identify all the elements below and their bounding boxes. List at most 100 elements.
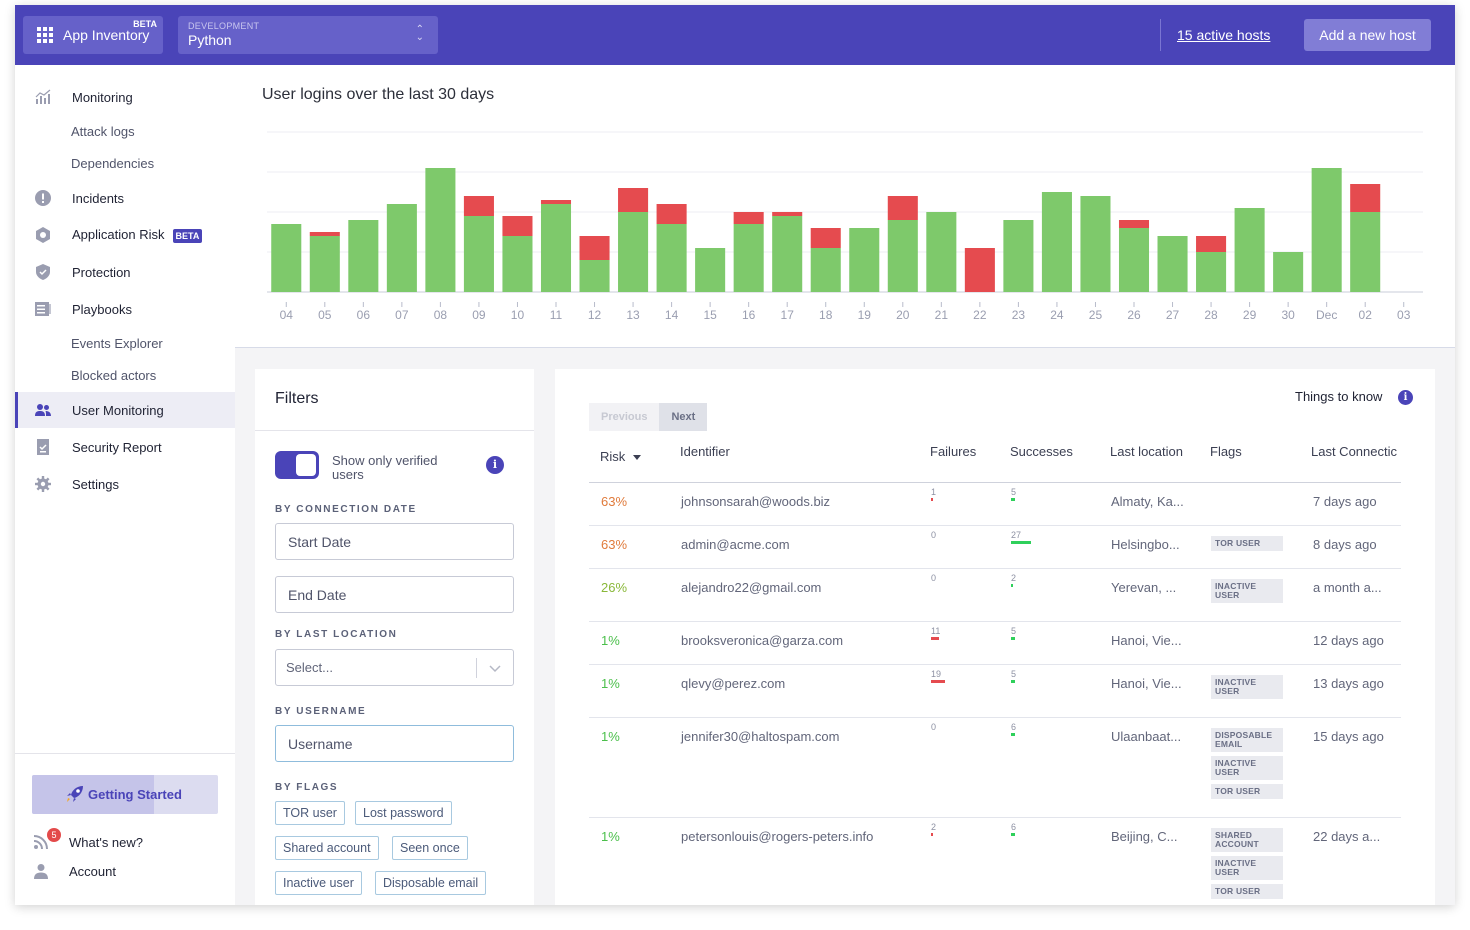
users-icon xyxy=(35,404,51,416)
column-header-identifier[interactable]: Identifier xyxy=(680,444,730,459)
table-row[interactable]: 1% petersonlouis@rogers-peters.info 2 6 Beij… xyxy=(589,818,1401,905)
bar-success[interactable] xyxy=(1273,252,1304,292)
info-icon[interactable]: i xyxy=(486,456,504,474)
bar-success[interactable] xyxy=(425,168,456,292)
sidebar-item-blocked-actors[interactable]: Blocked actors xyxy=(71,368,157,383)
account-link[interactable]: Account xyxy=(33,863,116,879)
bar-failure[interactable] xyxy=(618,188,649,212)
user-identifier[interactable]: petersonlouis@rogers-peters.info xyxy=(681,829,874,844)
bar-failure[interactable] xyxy=(733,212,764,224)
column-header-successes[interactable]: Successes xyxy=(1010,444,1073,459)
location-select[interactable]: Select... xyxy=(275,649,514,686)
table-row[interactable]: 63% johnsonsarah@woods.biz 1 5 Almaty, Ka...… xyxy=(589,483,1401,526)
bar-success[interactable] xyxy=(772,216,803,292)
add-host-button[interactable]: Add a new host xyxy=(1304,19,1431,51)
table-row[interactable]: 63% admin@acme.com 0 27 Helsingbo... TOR USER… xyxy=(589,526,1401,569)
bar-success[interactable] xyxy=(1196,252,1227,292)
bar-success[interactable] xyxy=(810,248,841,292)
bar-success[interactable] xyxy=(1118,228,1150,292)
sidebar-item-events-explorer[interactable]: Events Explorer xyxy=(71,336,163,351)
bar-failure[interactable] xyxy=(540,200,572,204)
environment-select[interactable]: DEVELOPMENT Python ⌃ ⌄ xyxy=(178,16,438,54)
bar-failure[interactable] xyxy=(964,248,995,292)
sidebar-item-playbooks[interactable]: Playbooks xyxy=(15,291,235,327)
column-header-last-location[interactable]: Last location xyxy=(1110,444,1183,459)
bar-success[interactable] xyxy=(1234,208,1265,292)
flag-filter-tor-user[interactable]: TOR user xyxy=(275,801,345,825)
bar-failure[interactable] xyxy=(463,196,494,216)
bar-success[interactable] xyxy=(348,220,379,292)
sidebar-item-attack-logs[interactable]: Attack logs xyxy=(71,124,135,139)
flag-filter-seen-once[interactable]: Seen once xyxy=(392,836,468,860)
things-to-know-link[interactable]: Things to know xyxy=(1295,389,1383,404)
previous-button[interactable]: Previous xyxy=(589,403,660,431)
bar-success[interactable] xyxy=(887,220,918,292)
bar-failure[interactable] xyxy=(579,236,610,260)
bar-failure[interactable] xyxy=(309,232,340,236)
bar-success[interactable] xyxy=(502,236,533,292)
bar-failure[interactable] xyxy=(1118,220,1150,228)
user-identifier[interactable]: brooksveronica@garza.com xyxy=(681,633,844,648)
bar-success[interactable] xyxy=(386,204,417,292)
bar-success[interactable] xyxy=(926,212,957,292)
active-hosts-link[interactable]: 15 active hosts xyxy=(1177,27,1271,43)
bar-success[interactable] xyxy=(579,260,610,292)
bar-success[interactable] xyxy=(733,224,764,292)
bar-failure[interactable] xyxy=(1196,236,1227,252)
bar-success[interactable] xyxy=(463,216,494,292)
bar-success[interactable] xyxy=(656,224,687,292)
verified-users-toggle[interactable] xyxy=(275,451,319,479)
bar-success[interactable] xyxy=(849,228,880,292)
flag-filter-inactive-user[interactable]: Inactive user xyxy=(275,871,362,895)
sidebar-item-user-monitoring[interactable]: User Monitoring xyxy=(15,392,235,428)
bar-failure[interactable] xyxy=(887,196,918,220)
table-row[interactable]: 26% alejandro22@gmail.com 0 2 Yerevan, ... IN… xyxy=(589,569,1401,622)
user-identifier[interactable]: johnsonsarah@woods.biz xyxy=(681,494,831,509)
sidebar-item-application-risk[interactable]: Application Risk BETA xyxy=(15,217,235,253)
bar-failure[interactable] xyxy=(502,216,533,236)
end-date-input[interactable] xyxy=(275,576,514,613)
info-icon[interactable]: i xyxy=(1398,390,1413,405)
column-header-failures[interactable]: Failures xyxy=(930,444,977,459)
bar-success[interactable] xyxy=(1311,168,1342,292)
bar-failure[interactable] xyxy=(810,228,841,248)
bar-success[interactable] xyxy=(1041,192,1072,292)
table-row[interactable]: 1% qlevy@perez.com 19 5 Hanoi, Vie... INACTIV… xyxy=(589,665,1401,718)
getting-started-button[interactable]: Getting Started xyxy=(32,775,218,814)
table-row[interactable]: 1% brooksveronica@garza.com 11 5 Hanoi, Vie.… xyxy=(589,622,1401,665)
next-button[interactable]: Next xyxy=(659,403,708,431)
sidebar-item-incidents[interactable]: Incidents xyxy=(15,180,235,216)
username-input[interactable] xyxy=(275,725,514,762)
sidebar-item-monitoring[interactable]: Monitoring xyxy=(15,79,235,115)
bar-failure[interactable] xyxy=(1350,184,1381,212)
bar-success[interactable] xyxy=(695,248,726,292)
bar-success[interactable] xyxy=(1350,212,1381,292)
bar-success[interactable] xyxy=(271,224,302,292)
app-inventory-button[interactable]: App Inventory BETA xyxy=(23,16,163,54)
sidebar-item-security-report[interactable]: Security Report xyxy=(15,429,235,465)
sidebar-item-settings[interactable]: Settings xyxy=(15,466,235,502)
sidebar-item-dependencies[interactable]: Dependencies xyxy=(71,156,155,171)
bar-success[interactable] xyxy=(1157,236,1188,292)
column-header-last-connection[interactable]: Last Connectic xyxy=(1311,444,1397,459)
flag-filter-disposable-email[interactable]: Disposable email xyxy=(375,871,487,895)
bar-success[interactable] xyxy=(1003,220,1034,292)
start-date-input[interactable] xyxy=(275,523,514,560)
bar-success[interactable] xyxy=(618,212,649,292)
column-header-flags[interactable]: Flags xyxy=(1210,444,1242,459)
user-identifier[interactable]: qlevy@perez.com xyxy=(681,676,786,691)
flag-filter-shared-account[interactable]: Shared account xyxy=(275,836,379,860)
sidebar-item-protection[interactable]: Protection xyxy=(15,254,235,290)
table-row[interactable]: 1% jennifer30@haltospam.com 0 6 Ulaanbaat...… xyxy=(589,718,1401,818)
bar-failure[interactable] xyxy=(772,212,803,216)
bar-success[interactable] xyxy=(1080,196,1111,292)
user-identifier[interactable]: jennifer30@haltospam.com xyxy=(681,729,840,744)
whats-new-link[interactable]: 5 What's new? xyxy=(33,828,143,850)
user-identifier[interactable]: admin@acme.com xyxy=(681,537,790,552)
bar-success[interactable] xyxy=(309,236,340,292)
bar-failure[interactable] xyxy=(656,204,687,224)
column-header-risk[interactable]: Risk xyxy=(600,449,642,464)
user-identifier[interactable]: alejandro22@gmail.com xyxy=(681,580,822,595)
bar-success[interactable] xyxy=(540,204,572,292)
flag-filter-lost-password[interactable]: Lost password xyxy=(355,801,452,825)
